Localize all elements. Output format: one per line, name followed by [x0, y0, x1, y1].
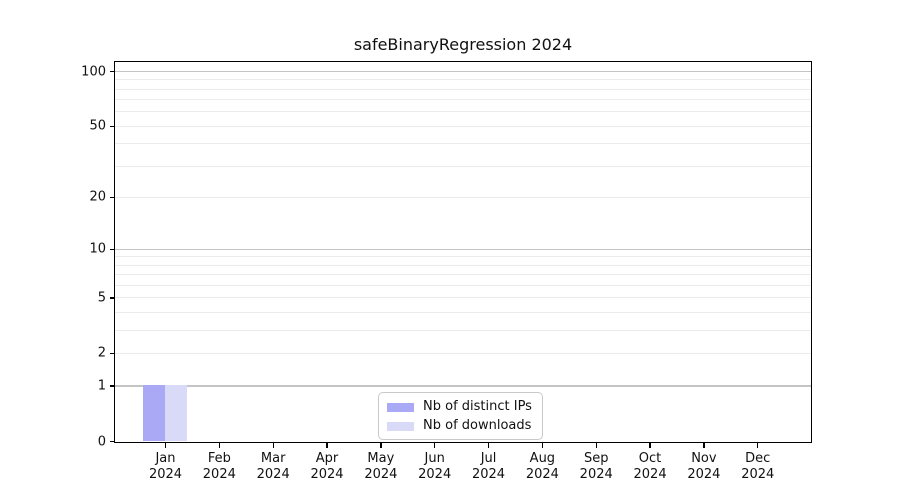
legend-entry-distinct-ips: Nb of distinct IPs [387, 399, 532, 415]
y-tick-label: 10 [89, 241, 106, 257]
x-tick-mark [164, 443, 167, 448]
minor-gridline [115, 297, 811, 299]
minor-gridline [115, 274, 811, 276]
y-tick-mark [109, 196, 115, 199]
y-tick-mark [109, 440, 115, 443]
minor-gridline [115, 311, 811, 313]
y-tick-mark [109, 352, 115, 355]
x-tick-label: Apr 2024 [310, 451, 344, 482]
minor-gridline [115, 165, 811, 167]
x-tick-label: Jul 2024 [471, 451, 506, 482]
y-tick-mark [109, 385, 115, 387]
x-tick-label: Sep 2024 [579, 451, 613, 482]
x-tick-label: Aug 2024 [525, 451, 559, 482]
x-tick-mark [218, 443, 220, 448]
minor-gridline [115, 99, 811, 101]
minor-gridline [115, 284, 811, 286]
x-tick-label: Feb 2024 [202, 451, 236, 482]
minor-gridline [115, 111, 811, 113]
chart-title: safeBinaryRegression 2024 [353, 35, 573, 54]
y-tick-label: 100 [81, 64, 106, 79]
distinct-ips-swatch [387, 402, 414, 412]
plot-area: Nb of distinct IPs Nb of downloads [114, 61, 812, 443]
minor-gridline [115, 79, 811, 81]
y-tick-label: 0 [97, 434, 106, 449]
x-tick-mark [703, 443, 705, 448]
major-gridline [115, 385, 811, 387]
minor-gridline [115, 329, 811, 331]
legend-label: Nb of distinct IPs [423, 399, 532, 414]
x-tick-mark [595, 443, 597, 448]
minor-gridline [115, 256, 811, 258]
y-tick-label: 2 [97, 345, 106, 361]
x-tick-label: Oct 2024 [633, 451, 667, 482]
y-tick-label: 5 [97, 290, 106, 306]
y-tick-label: 20 [89, 189, 106, 205]
x-tick-mark [541, 443, 544, 448]
y-tick-label: 50 [89, 118, 106, 134]
x-tick-mark [649, 443, 651, 448]
x-tick-label: May 2024 [364, 451, 398, 482]
bar-nb-of-distinct-ips-jan-2024 [143, 385, 165, 441]
y-tick-mark [109, 70, 115, 73]
x-tick-label: Jan 2024 [148, 451, 183, 482]
downloads-swatch [387, 421, 414, 431]
y-tick-mark [109, 125, 115, 127]
x-tick-mark [434, 443, 436, 448]
x-tick-label: Jun 2024 [418, 451, 452, 482]
legend-label: Nb of downloads [423, 418, 532, 433]
x-tick-mark [757, 443, 759, 448]
y-tick-label: 1 [97, 378, 106, 394]
minor-gridline [115, 264, 811, 266]
x-tick-label: Nov 2024 [687, 451, 721, 482]
x-tick-mark [487, 443, 490, 448]
x-tick-mark [272, 443, 274, 448]
minor-gridline [115, 352, 811, 354]
x-tick-label: Dec 2024 [741, 451, 775, 482]
x-tick-label: Mar 2024 [256, 451, 290, 482]
minor-gridline [115, 88, 811, 90]
y-tick-mark [109, 297, 115, 299]
minor-gridline [115, 125, 811, 127]
x-tick-mark [380, 443, 382, 448]
y-tick-mark [109, 248, 115, 250]
major-gridline [115, 248, 811, 250]
major-gridline [115, 71, 811, 73]
minor-gridline [115, 196, 811, 198]
legend-entry-downloads: Nb of downloads [387, 418, 532, 434]
minor-gridline [115, 143, 811, 145]
legend: Nb of distinct IPs Nb of downloads [378, 392, 543, 440]
bar-nb-of-downloads-jan-2024 [165, 385, 187, 441]
x-tick-mark [326, 443, 328, 448]
